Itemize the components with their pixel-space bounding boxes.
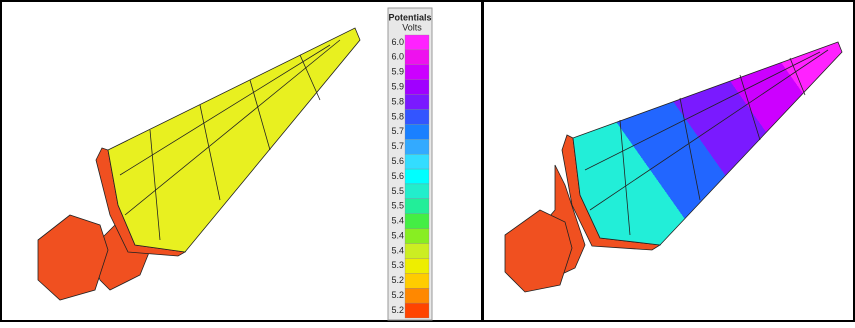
- right-model: [505, 42, 842, 292]
- legend-swatch: [405, 109, 429, 124]
- legend-label: 5.6: [391, 171, 404, 181]
- legend-swatch: [405, 50, 429, 65]
- legend-label: 5.7: [391, 141, 404, 151]
- legend-swatch: [405, 258, 429, 273]
- legend-swatch: [405, 35, 429, 50]
- legend-label: 5.9: [391, 82, 404, 92]
- page: {"legend": {"title": "Potentials", "unit…: [0, 0, 855, 323]
- legend-label: 6.0: [391, 52, 404, 62]
- figure: Potentials Volts 6.0 6.0 5.9 5.9 5.8 5.8 5.7 5.…: [0, 0, 855, 323]
- legend-label: 5.3: [391, 260, 404, 270]
- legend-label: 5.5: [391, 201, 404, 211]
- legend-unit: Volts: [402, 22, 422, 32]
- legend-swatch: [405, 303, 429, 318]
- legend-label: 5.2: [391, 290, 404, 300]
- legend-label: 5.4: [391, 245, 404, 255]
- legend-swatch: [405, 229, 429, 244]
- legend-label: 5.5: [391, 186, 404, 196]
- legend-label: 5.8: [391, 111, 404, 121]
- legend-label: 5.7: [391, 126, 404, 136]
- legend-swatch: [405, 288, 429, 303]
- legend-label: 5.2: [391, 305, 404, 315]
- legend-label: 5.2: [391, 275, 404, 285]
- legend-swatch: [405, 65, 429, 80]
- legend-label: 5.9: [391, 67, 404, 77]
- legend-label: 5.4: [391, 216, 404, 226]
- legend-label: 6.0: [391, 37, 404, 47]
- legend-swatch: [405, 95, 429, 110]
- legend-swatch: [405, 244, 429, 259]
- legend-label: 5.6: [391, 156, 404, 166]
- legend-swatch: [405, 139, 429, 154]
- legend-swatch: [405, 214, 429, 229]
- legend-swatch: [405, 199, 429, 214]
- legend-swatch: [405, 273, 429, 288]
- left-model: [38, 28, 360, 300]
- legend-swatch: [405, 80, 429, 95]
- legend-swatch: [405, 124, 429, 139]
- legend-swatch: [405, 169, 429, 184]
- legend-label: 5.8: [391, 96, 404, 106]
- legend-swatch: [405, 184, 429, 199]
- legend-label: 5.4: [391, 230, 404, 240]
- legend-swatch: [405, 154, 429, 169]
- legend-title: Potentials: [388, 12, 431, 22]
